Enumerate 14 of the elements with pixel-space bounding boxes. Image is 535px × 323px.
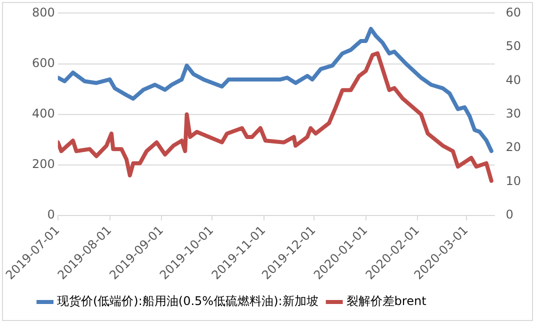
y-tick-label: 400 xyxy=(32,106,55,120)
y2-tick-label: 30 xyxy=(506,106,522,120)
y-tick-label: 200 xyxy=(32,157,55,172)
y2-tick-label: 0 xyxy=(506,208,514,222)
y2-tick-label: 20 xyxy=(506,140,522,154)
y2-tick-label: 40 xyxy=(506,72,522,87)
y-tick-label: 800 xyxy=(32,5,55,20)
y-tick-label: 0 xyxy=(47,208,55,222)
legend-label: 现货价(低端价):船用油(0.5%低硫燃料油):新加坡 xyxy=(57,294,318,308)
legend-label: 裂解价差brent xyxy=(346,294,427,308)
y-tick-label: 600 xyxy=(32,56,55,70)
y2-tick-label: 10 xyxy=(506,174,522,188)
y2-tick-label: 60 xyxy=(506,5,522,20)
y2-tick-label: 50 xyxy=(506,39,522,54)
